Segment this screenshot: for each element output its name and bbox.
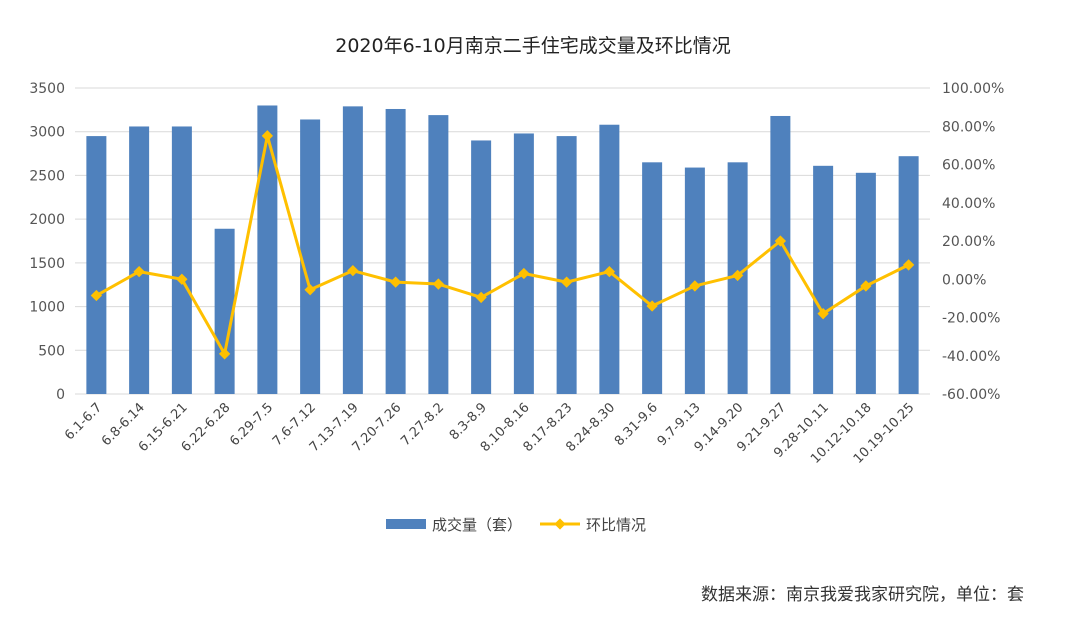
legend-bar-label: 成交量（套） — [432, 516, 522, 534]
line-point — [774, 235, 787, 247]
line-point — [475, 291, 487, 304]
x-axis-ticks: 6.1-6.76.8-6.146.15-6.216.22-6.286.29-7.… — [62, 400, 917, 467]
legend: 成交量（套） 环比情况 — [386, 516, 646, 534]
legend-bar-swatch — [386, 519, 426, 529]
series-line — [95, 134, 910, 356]
right-tick-label: 60.00% — [942, 158, 995, 174]
source-note: 数据来源：南京我爱我家研究院，单位：套 — [701, 585, 1024, 605]
line-point — [689, 280, 701, 292]
right-tick-label: 40.00% — [942, 196, 995, 212]
line-point — [347, 264, 359, 277]
bar-series — [86, 105, 919, 395]
line-point — [261, 130, 274, 142]
x-tick-label: 7.27-8.2 — [398, 400, 447, 449]
right-tick-label: 80.00% — [942, 119, 995, 135]
left-tick-label: 1000 — [29, 300, 65, 316]
bar — [428, 115, 449, 395]
bar — [171, 126, 192, 395]
line-point — [860, 280, 872, 292]
bar — [86, 136, 107, 395]
right-tick-label: 0.00% — [942, 272, 986, 288]
right-axis-ticks: -60.00% -40.00% -20.00% 0.00% 20.00% 40.00% 60… — [942, 81, 1004, 403]
bar — [342, 106, 363, 395]
left-tick-label: 3000 — [29, 125, 65, 141]
left-tick-label: 2500 — [29, 168, 65, 184]
bar — [813, 165, 834, 394]
left-tick-label: 0 — [56, 387, 65, 403]
bar — [471, 140, 492, 394]
bar — [898, 156, 919, 394]
line-point — [731, 269, 744, 282]
line-point — [603, 265, 616, 278]
left-tick-label: 1500 — [29, 256, 65, 272]
bar — [556, 136, 577, 395]
right-tick-label: 20.00% — [942, 234, 995, 250]
right-tick-label: 100.00% — [942, 81, 1004, 97]
bar — [129, 126, 150, 395]
legend-line-label: 环比情况 — [586, 516, 646, 534]
line-point — [304, 284, 316, 296]
line-series — [90, 130, 915, 360]
line-point — [432, 278, 445, 290]
x-tick-label: 8.31-9.6 — [612, 400, 661, 449]
x-tick-label: 6.1-6.7 — [62, 400, 105, 443]
right-tick-label: -20.00% — [942, 311, 1000, 327]
line-point — [176, 273, 188, 285]
bar — [214, 228, 235, 394]
line-point — [518, 267, 530, 280]
chart-title: 2020年6-10月南京二手住宅成交量及环比情况 — [335, 35, 730, 57]
line-point — [560, 276, 573, 288]
line-point — [817, 308, 829, 320]
right-tick-label: -40.00% — [942, 349, 1000, 365]
line-point — [902, 259, 915, 271]
line-point — [646, 300, 658, 312]
legend-line-marker — [554, 518, 566, 530]
right-tick-label: -60.00% — [942, 387, 1000, 403]
bar — [642, 162, 663, 394]
x-tick-label: 6.29-7.5 — [227, 400, 276, 449]
line-point — [389, 276, 402, 288]
left-axis-ticks: 0 500 1000 1500 2000 2500 3000 3500 — [29, 81, 65, 403]
left-tick-label: 500 — [38, 343, 65, 359]
bar — [385, 108, 406, 395]
x-tick-label: 8.3-8.9 — [447, 400, 490, 443]
line-point — [218, 348, 231, 360]
bar — [770, 115, 791, 394]
gridlines — [75, 87, 930, 395]
left-tick-label: 3500 — [29, 81, 65, 97]
bar — [257, 105, 278, 394]
bar — [513, 133, 534, 394]
bar — [599, 124, 620, 394]
line-point — [133, 265, 145, 278]
bar — [300, 119, 321, 394]
left-tick-label: 2000 — [29, 212, 65, 228]
